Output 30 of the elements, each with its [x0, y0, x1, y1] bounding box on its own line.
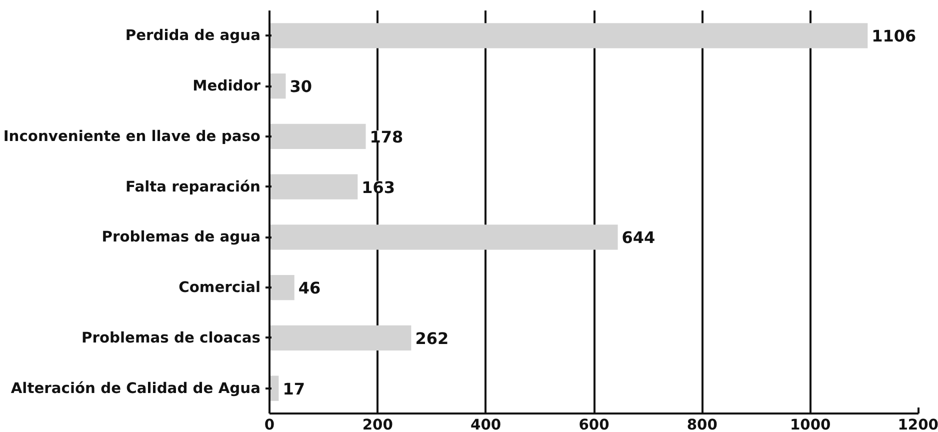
- x-tick-label: 1000: [790, 416, 831, 432]
- data-label: 30: [290, 77, 312, 96]
- data-label: 644: [622, 228, 656, 248]
- bar: [270, 124, 366, 150]
- x-tick-label: 0: [264, 416, 275, 432]
- data-label: 262: [415, 328, 449, 348]
- x-tick-label: 600: [578, 416, 610, 432]
- y-tick-label: Problemas de agua: [102, 228, 261, 246]
- y-tick-label: Comercial: [178, 279, 260, 296]
- bar: [270, 224, 618, 250]
- data-label: 1106: [872, 26, 916, 46]
- y-tick-label: Medidor: [192, 78, 262, 95]
- bar: [270, 73, 286, 99]
- y-tick-label: Problemas de cloacas: [82, 329, 261, 346]
- data-label: 46: [298, 278, 321, 298]
- data-label: 178: [370, 127, 404, 146]
- x-tick-label: 400: [470, 416, 502, 432]
- y-tick-label: Inconveniente en llave de paso: [3, 128, 260, 145]
- y-tick-label: Perdida de agua: [125, 27, 261, 44]
- y-tick-label: Alteración de Calidad de Agua: [10, 380, 261, 397]
- data-label: 17: [282, 379, 305, 398]
- x-tick-label: 200: [362, 416, 393, 432]
- bar: [270, 23, 868, 48]
- bar: [270, 174, 358, 200]
- data-label: 163: [362, 178, 396, 197]
- x-tick-label: 1200: [898, 416, 938, 432]
- bar: [270, 274, 294, 300]
- bar: [270, 325, 412, 351]
- y-tick-label: Falta reparación: [126, 178, 261, 196]
- x-tick-label: 800: [686, 416, 718, 432]
